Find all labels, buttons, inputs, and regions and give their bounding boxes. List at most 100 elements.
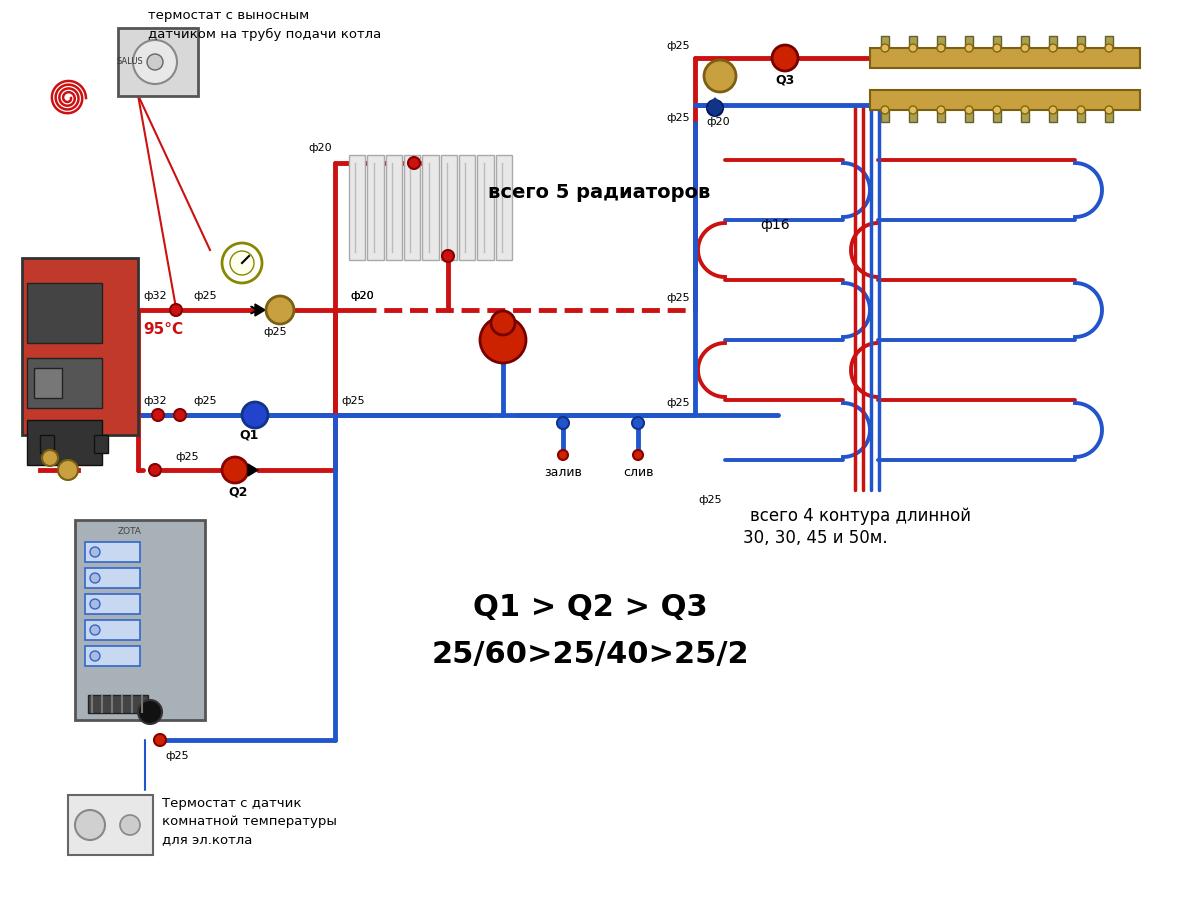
- Text: ф25: ф25: [193, 291, 217, 301]
- Circle shape: [442, 250, 454, 262]
- Bar: [909, 110, 917, 122]
- Bar: [94, 435, 108, 453]
- Text: ф32: ф32: [143, 396, 167, 406]
- Circle shape: [1105, 106, 1113, 114]
- Circle shape: [772, 45, 799, 71]
- Circle shape: [480, 317, 526, 363]
- Bar: [367, 155, 384, 260]
- Circle shape: [965, 106, 974, 114]
- Text: всего 5 радиаторов: всего 5 радиаторов: [488, 184, 710, 202]
- Text: Q2: Q2: [228, 485, 247, 499]
- Text: ф16: ф16: [760, 218, 790, 232]
- Text: 25/60>25/40>25/2: 25/60>25/40>25/2: [432, 641, 749, 670]
- Text: слив: слив: [622, 466, 653, 480]
- Bar: [34, 368, 62, 398]
- Bar: [22, 258, 138, 435]
- Polygon shape: [709, 98, 721, 110]
- Text: ф25: ф25: [667, 398, 689, 408]
- Bar: [1022, 36, 1029, 48]
- Text: ф25: ф25: [667, 113, 689, 123]
- Bar: [870, 90, 1140, 110]
- Text: всего 4 контура длинной: всего 4 контура длинной: [751, 507, 971, 525]
- Circle shape: [1049, 106, 1058, 114]
- Bar: [1077, 110, 1085, 122]
- Circle shape: [993, 106, 1001, 114]
- Text: датчиком на трубу подачи котла: датчиком на трубу подачи котла: [147, 28, 381, 40]
- Circle shape: [881, 44, 888, 52]
- Bar: [1105, 36, 1113, 48]
- Circle shape: [120, 815, 140, 835]
- Bar: [459, 155, 475, 260]
- Circle shape: [90, 547, 100, 557]
- Circle shape: [58, 460, 78, 480]
- Circle shape: [90, 573, 100, 583]
- Text: ф32: ф32: [143, 291, 167, 301]
- Circle shape: [174, 409, 186, 421]
- Circle shape: [909, 44, 917, 52]
- Bar: [495, 155, 512, 260]
- Circle shape: [90, 599, 100, 609]
- Bar: [881, 110, 888, 122]
- Bar: [441, 155, 457, 260]
- Text: Q1 > Q2 > Q3: Q1 > Q2 > Q3: [472, 593, 707, 623]
- Bar: [1077, 36, 1085, 48]
- Text: ф25: ф25: [667, 293, 689, 303]
- Polygon shape: [707, 100, 723, 116]
- Circle shape: [492, 311, 516, 335]
- Circle shape: [149, 464, 161, 476]
- Bar: [28, 283, 102, 343]
- Bar: [1049, 110, 1058, 122]
- Bar: [881, 36, 888, 48]
- Circle shape: [707, 100, 723, 116]
- Bar: [936, 110, 945, 122]
- Bar: [85, 620, 140, 640]
- Bar: [993, 110, 1001, 122]
- Text: Термостат с датчик: Термостат с датчик: [162, 796, 301, 809]
- Bar: [404, 155, 421, 260]
- Bar: [936, 36, 945, 48]
- Circle shape: [153, 734, 165, 746]
- Circle shape: [266, 296, 294, 324]
- Text: SALUS: SALUS: [116, 58, 144, 67]
- Bar: [909, 36, 917, 48]
- Polygon shape: [255, 304, 265, 316]
- Bar: [1105, 110, 1113, 122]
- Bar: [76, 520, 205, 720]
- Circle shape: [965, 44, 974, 52]
- Circle shape: [881, 106, 888, 114]
- Bar: [28, 420, 102, 465]
- Circle shape: [704, 60, 736, 92]
- Bar: [1022, 110, 1029, 122]
- Text: ф20: ф20: [308, 143, 332, 153]
- Circle shape: [152, 409, 164, 421]
- Bar: [965, 36, 974, 48]
- Text: ф25: ф25: [193, 396, 217, 406]
- Text: для эл.котла: для эл.котла: [162, 833, 252, 847]
- Text: ZOTA: ZOTA: [118, 527, 141, 536]
- Text: ф20: ф20: [350, 291, 374, 301]
- Bar: [28, 358, 102, 408]
- Circle shape: [222, 243, 263, 283]
- Circle shape: [936, 44, 945, 52]
- Bar: [85, 646, 140, 666]
- Circle shape: [138, 700, 162, 724]
- Circle shape: [133, 40, 177, 84]
- Text: комнатной температуры: комнатной температуры: [162, 815, 337, 829]
- Circle shape: [90, 651, 100, 661]
- Circle shape: [558, 417, 570, 429]
- Bar: [85, 568, 140, 588]
- Text: ф25: ф25: [165, 751, 188, 761]
- Circle shape: [1049, 44, 1058, 52]
- Bar: [870, 48, 1140, 68]
- Circle shape: [90, 625, 100, 635]
- Bar: [85, 594, 140, 614]
- Text: ф25: ф25: [342, 396, 364, 406]
- Bar: [88, 695, 147, 713]
- Circle shape: [242, 402, 269, 428]
- Text: Q1: Q1: [240, 428, 259, 442]
- Circle shape: [558, 450, 568, 460]
- Text: ф20: ф20: [350, 291, 374, 301]
- Text: 95°C: 95°C: [143, 322, 183, 338]
- Bar: [68, 795, 153, 855]
- Circle shape: [230, 251, 254, 275]
